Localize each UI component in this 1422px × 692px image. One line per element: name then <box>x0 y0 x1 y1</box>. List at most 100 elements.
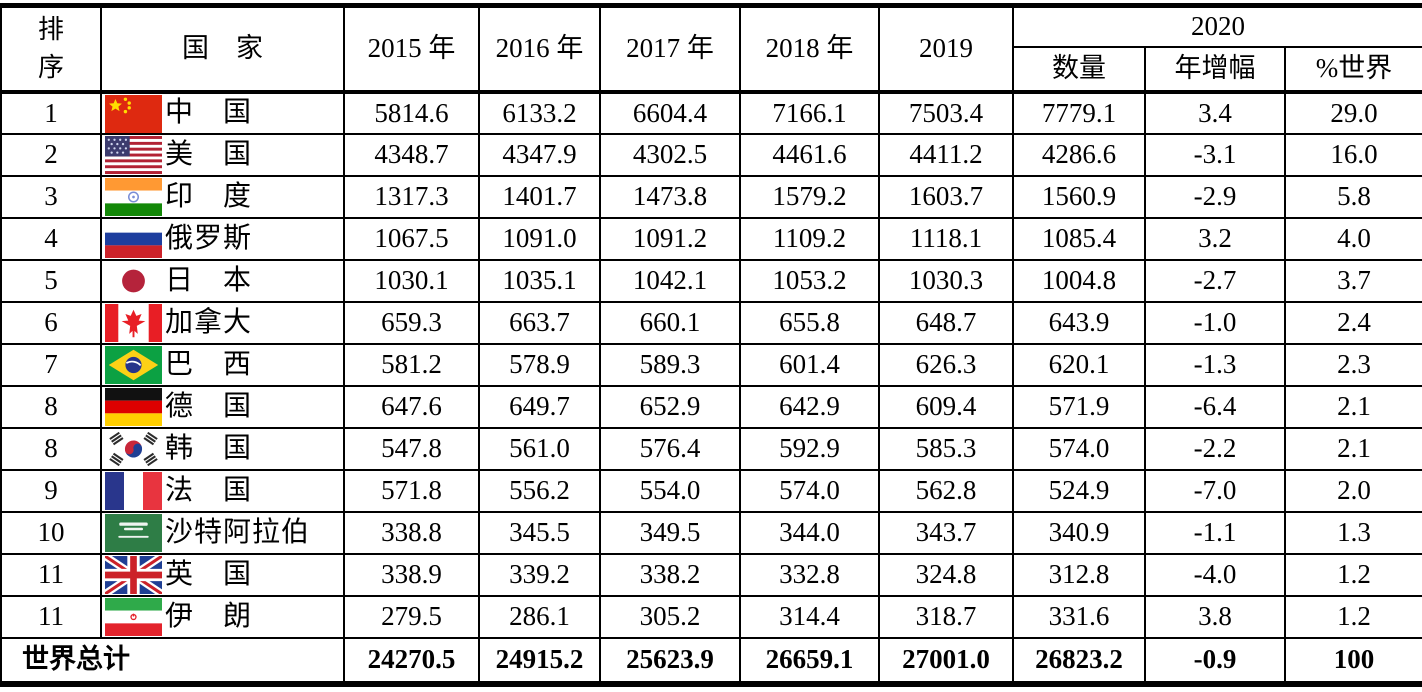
value-2020-growth: -7.0 <box>1144 469 1286 513</box>
value-2016: 578.9 <box>478 343 601 387</box>
value-2018: 642.9 <box>739 385 880 429</box>
value-2015: 647.6 <box>343 385 480 429</box>
table-row: 9 法 国 571.8 556.2 554.0 574.0 562.8 524.… <box>0 469 1422 513</box>
value-2016: 649.7 <box>478 385 601 429</box>
country-cell: 德 国 <box>100 385 345 429</box>
country-name: 印 度 <box>165 180 253 212</box>
value-2019: 324.8 <box>878 553 1014 597</box>
uk-flag-icon <box>105 556 162 594</box>
value-2015: 4348.7 <box>343 133 480 177</box>
value-2020-quantity: 312.8 <box>1012 553 1146 597</box>
total-2020-world-share: 100 <box>1283 637 1422 685</box>
value-2020-growth: -1.3 <box>1144 343 1286 387</box>
value-2017: 4302.5 <box>599 133 741 177</box>
country-cell: 英 国 <box>100 553 345 597</box>
value-2020-quantity: 1560.9 <box>1012 175 1146 219</box>
total-2015: 24270.5 <box>343 637 480 685</box>
country-name: 沙特阿拉伯 <box>165 516 311 548</box>
value-2020-world-share: 29.0 <box>1283 91 1422 135</box>
value-2016: 4347.9 <box>478 133 601 177</box>
value-2020-growth: -3.1 <box>1144 133 1286 177</box>
value-2019: 7503.4 <box>878 91 1014 135</box>
header-year-2015: 2015 年 <box>343 4 480 94</box>
value-2020-quantity: 4286.6 <box>1012 133 1146 177</box>
value-2015: 581.2 <box>343 343 480 387</box>
value-2020-quantity: 7779.1 <box>1012 91 1146 135</box>
country-name: 韩 国 <box>165 432 253 464</box>
header-year-2019: 2019 <box>878 4 1014 94</box>
value-2020-growth: -1.0 <box>1144 301 1286 345</box>
table-body: 1 中 国 5814.6 6133.2 6604.4 7166.1 7503.4… <box>0 91 1422 639</box>
value-2017: 589.3 <box>599 343 741 387</box>
country-cell: 加拿大 <box>100 301 345 345</box>
value-2018: 4461.6 <box>739 133 880 177</box>
value-2020-world-share: 2.1 <box>1283 385 1422 429</box>
value-2020-growth: -2.7 <box>1144 259 1286 303</box>
value-2020-world-share: 3.7 <box>1283 259 1422 303</box>
rank-cell: 2 <box>0 133 102 177</box>
canada-flag-icon <box>105 304 162 342</box>
total-2018: 26659.1 <box>739 637 880 685</box>
value-2015: 5814.6 <box>343 91 480 135</box>
value-2016: 345.5 <box>478 511 601 555</box>
value-2018: 574.0 <box>739 469 880 513</box>
value-2020-world-share: 2.3 <box>1283 343 1422 387</box>
rank-cell: 1 <box>0 91 102 135</box>
value-2017: 554.0 <box>599 469 741 513</box>
header-year-2016: 2016 年 <box>478 4 601 94</box>
value-2017: 1473.8 <box>599 175 741 219</box>
rank-cell: 9 <box>0 469 102 513</box>
value-2018: 1109.2 <box>739 217 880 261</box>
table-row: 7 巴 西 581.2 578.9 589.3 601.4 626.3 620.… <box>0 343 1422 387</box>
value-2020-world-share: 1.2 <box>1283 595 1422 639</box>
header-year-2018: 2018 年 <box>739 4 880 94</box>
value-2020-growth: -4.0 <box>1144 553 1286 597</box>
value-2015: 338.9 <box>343 553 480 597</box>
header-country: 国 家 <box>100 4 345 94</box>
value-2020-quantity: 340.9 <box>1012 511 1146 555</box>
value-2015: 1067.5 <box>343 217 480 261</box>
table-row: 3 印 度 1317.3 1401.7 1473.8 1579.2 1603.7… <box>0 175 1422 219</box>
header-rank: 排序 <box>0 4 102 94</box>
table-row: 11 伊 朗 279.5 286.1 305.2 314.4 318.7 331… <box>0 595 1422 639</box>
table-row: 10 沙特阿拉伯 338.8 345.5 349.5 344.0 343.7 3… <box>0 511 1422 555</box>
value-2017: 1091.2 <box>599 217 741 261</box>
world-total-label: 世界总计 <box>0 637 345 685</box>
value-2019: 648.7 <box>878 301 1014 345</box>
value-2020-world-share: 2.0 <box>1283 469 1422 513</box>
value-2020-world-share: 5.8 <box>1283 175 1422 219</box>
country-name: 法 国 <box>165 474 253 506</box>
china-flag-icon <box>105 94 162 132</box>
value-2018: 344.0 <box>739 511 880 555</box>
rank-cell: 11 <box>0 595 102 639</box>
table-footer: 世界总计 24270.5 24915.2 25623.9 26659.1 270… <box>0 637 1422 685</box>
value-2019: 609.4 <box>878 385 1014 429</box>
japan-flag-icon <box>105 262 162 300</box>
value-2020-quantity: 331.6 <box>1012 595 1146 639</box>
value-2019: 585.3 <box>878 427 1014 471</box>
country-cell: 俄罗斯 <box>100 217 345 261</box>
country-name: 美 国 <box>165 138 253 170</box>
value-2020-growth: 3.4 <box>1144 91 1286 135</box>
country-cell: 中 国 <box>100 91 345 135</box>
table-row: 2 美 国 4348.7 4347.9 4302.5 4461.6 4411.2… <box>0 133 1422 177</box>
rank-cell: 6 <box>0 301 102 345</box>
country-name: 俄罗斯 <box>165 222 253 254</box>
header-2020-quantity: 数量 <box>1012 46 1146 94</box>
value-2018: 314.4 <box>739 595 880 639</box>
world-total-row: 世界总计 24270.5 24915.2 25623.9 26659.1 270… <box>0 637 1422 685</box>
total-2019: 27001.0 <box>878 637 1014 685</box>
value-2020-quantity: 571.9 <box>1012 385 1146 429</box>
value-2018: 592.9 <box>739 427 880 471</box>
south-korea-flag-icon <box>105 430 162 468</box>
table-row: 6 加拿大 659.3 663.7 660.1 655.8 648.7 643.… <box>0 301 1422 345</box>
value-2018: 1053.2 <box>739 259 880 303</box>
value-2020-world-share: 4.0 <box>1283 217 1422 261</box>
rank-cell: 10 <box>0 511 102 555</box>
value-2020-quantity: 1004.8 <box>1012 259 1146 303</box>
value-2018: 601.4 <box>739 343 880 387</box>
country-cell: 沙特阿拉伯 <box>100 511 345 555</box>
country-ranking-table: 排序 国 家 2015 年 2016 年 2017 年 2018 年 2019 … <box>0 3 1422 687</box>
india-flag-icon <box>105 178 162 216</box>
